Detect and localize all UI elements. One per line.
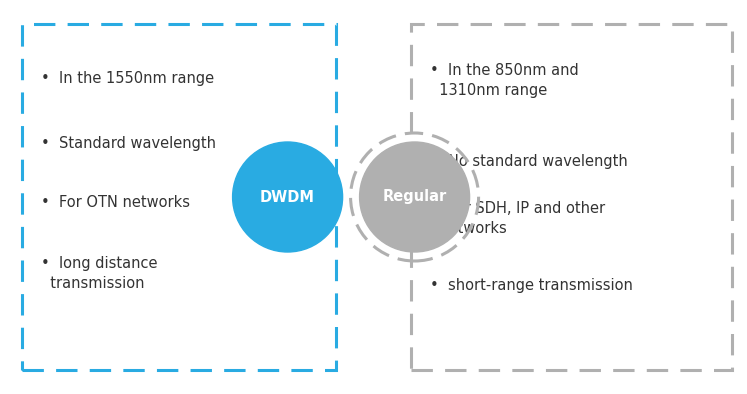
Text: •  Standard wavelength: • Standard wavelength [41,136,216,151]
Text: •  For SDH, IP and other
  networks: • For SDH, IP and other networks [430,201,604,236]
Ellipse shape [232,142,343,252]
Text: DWDM: DWDM [260,190,315,204]
Text: •  short-range transmission: • short-range transmission [430,278,633,293]
Text: •  In the 850nm and
  1310nm range: • In the 850nm and 1310nm range [430,63,578,98]
Ellipse shape [359,142,470,252]
Text: •  In the 1550nm range: • In the 1550nm range [41,71,214,86]
Text: Regular: Regular [382,190,447,204]
Text: •  long distance
  transmission: • long distance transmission [41,256,158,291]
Text: •  No standard wavelength: • No standard wavelength [430,154,627,169]
Text: •  For OTN networks: • For OTN networks [41,195,190,210]
